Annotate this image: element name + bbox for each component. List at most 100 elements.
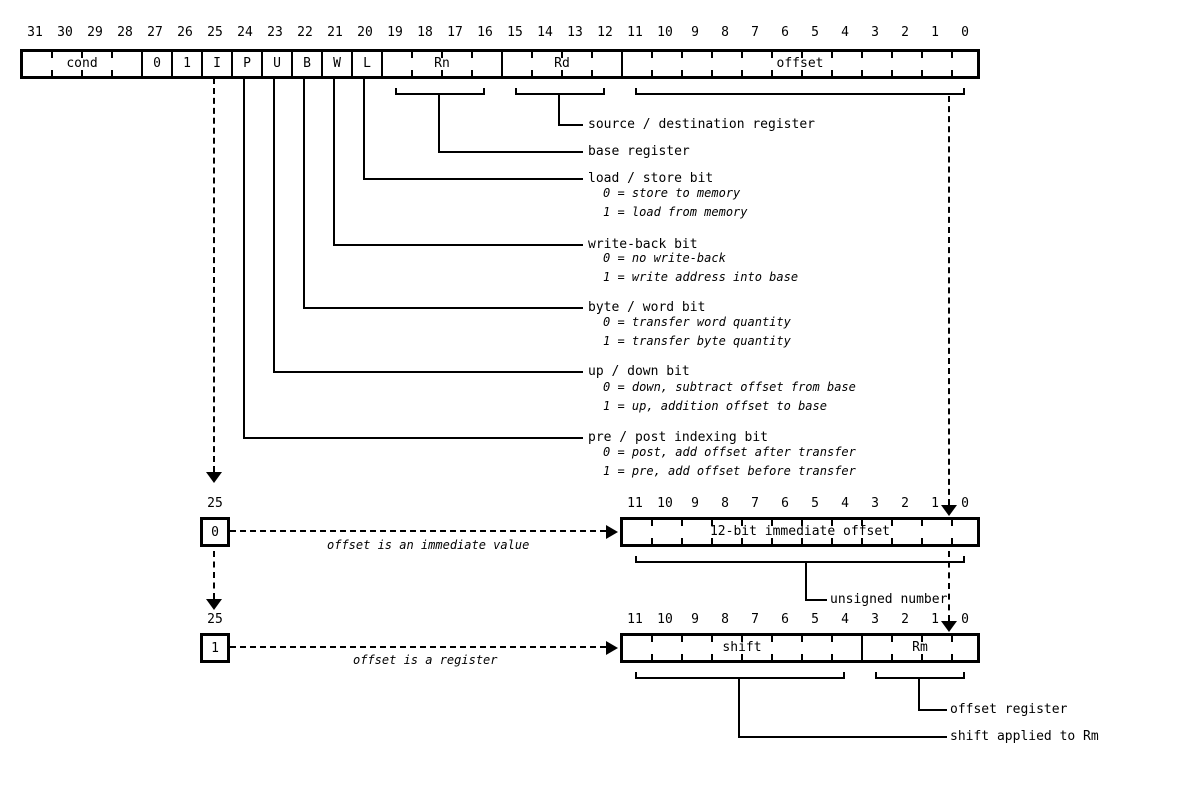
selector-value-immediate: 0 (211, 524, 219, 540)
pre-post-value-0: 0 = post, add offset after transfer (603, 445, 856, 459)
field-offset: offset (623, 52, 977, 76)
bit-number: 8 (721, 496, 729, 511)
selector-box-immediate: 0 (200, 517, 230, 547)
field-cond: cond (23, 52, 143, 76)
bit-number: 6 (781, 612, 789, 627)
field-shift: shift (623, 636, 863, 660)
bit-number: 6 (781, 25, 789, 40)
bit-number: 5 (811, 612, 819, 627)
w-bit-line (333, 78, 335, 245)
selector-dashed-line (213, 551, 215, 599)
arrow-down-icon (206, 599, 222, 610)
bit-number: 7 (751, 25, 759, 40)
shift-bracket (635, 672, 845, 679)
arrow-down-icon (941, 505, 957, 516)
write-back-label: write-back bit (588, 237, 698, 252)
byte-word-connector (303, 307, 583, 309)
arrow-right-icon (606, 525, 618, 539)
field-rd: Rd (503, 52, 623, 76)
base-register-connector (438, 151, 583, 153)
bit-number: 24 (237, 25, 253, 40)
bit-number: 28 (117, 25, 133, 40)
byte-word-label: byte / word bit (588, 300, 706, 315)
bit-number: 0 (961, 25, 969, 40)
register-note: offset is a register (353, 653, 498, 667)
rn-bracket (395, 88, 485, 95)
bit-number: 0 (961, 612, 969, 627)
shift-applied-line-h (738, 736, 947, 738)
immediate-dashed-arrow-line (230, 530, 606, 532)
bit-number: 20 (357, 25, 373, 40)
bit-number: 6 (781, 496, 789, 511)
up-down-value-0: 0 = down, subtract offset from base (603, 380, 856, 394)
offset-register-line-v (918, 679, 920, 710)
bit-number: 2 (901, 612, 909, 627)
bit-number: 3 (871, 25, 879, 40)
bit-number: 5 (811, 25, 819, 40)
instruction-register-box: cond 0 1 I P U B W L Rn Rd offset (20, 49, 980, 79)
bit-number: 7 (751, 496, 759, 511)
selector-box-register: 1 (200, 633, 230, 663)
bit-number: 19 (387, 25, 403, 40)
register-offset-box: shift Rm (620, 633, 980, 663)
rd-bracket (515, 88, 605, 95)
immediate-note: offset is an immediate value (327, 538, 530, 552)
offset-bracket (635, 88, 965, 95)
bit-number: 11 (627, 25, 643, 40)
bit-number: 26 (177, 25, 193, 40)
p-bit-line (243, 78, 245, 438)
bit-number: 16 (477, 25, 493, 40)
bit-number: 22 (297, 25, 313, 40)
i-bit-dashed-line (213, 78, 215, 472)
offset-register-label: offset register (950, 702, 1068, 717)
pre-post-label: pre / post indexing bit (588, 430, 769, 445)
load-store-connector (363, 178, 583, 180)
unsigned-number-line-h (805, 599, 827, 601)
field-w-bit: W (323, 52, 353, 76)
bit-number: 4 (841, 612, 849, 627)
up-down-connector (273, 371, 583, 373)
bit-number: 4 (841, 496, 849, 511)
field-immediate-offset: 12-bit immediate offset (623, 520, 977, 544)
byte-word-value-0: 0 = transfer word quantity (603, 315, 791, 329)
field-l-bit: L (353, 52, 383, 76)
offset-to-immediate-dashed-line (948, 96, 950, 505)
base-register-label: base register (588, 144, 690, 159)
top-bit-number-row: 31 30 29 28 27 26 25 24 23 22 21 20 19 18 17 16 15 14 13 12… (20, 26, 980, 40)
l-bit-line (363, 78, 365, 179)
bit-number: 15 (507, 25, 523, 40)
shift-applied-label: shift applied to Rm (950, 729, 1099, 744)
byte-word-value-1: 1 = transfer byte quantity (603, 334, 791, 348)
b-bit-line (303, 78, 305, 308)
bit-number: 12 (597, 25, 613, 40)
field-bit27: 0 (143, 52, 173, 76)
bit-number: 27 (147, 25, 163, 40)
bit-number: 30 (57, 25, 73, 40)
bit-number: 10 (657, 612, 673, 627)
bit-number: 23 (267, 25, 283, 40)
arrow-right-icon (606, 641, 618, 655)
bit-number: 10 (657, 25, 673, 40)
field-bit26: 1 (173, 52, 203, 76)
offset-register-line-h (918, 709, 947, 711)
bit-number: 9 (691, 612, 699, 627)
bit-number: 31 (27, 25, 43, 40)
immediate-offset-box: 12-bit immediate offset (620, 517, 980, 547)
up-down-label: up / down bit (588, 364, 690, 379)
rm-bracket (875, 672, 965, 679)
bit-number: 9 (691, 496, 699, 511)
source-dest-label: source / destination register (588, 117, 815, 132)
bit-number: 10 (657, 496, 673, 511)
write-back-value-1: 1 = write address into base (603, 270, 799, 284)
register-dashed-arrow-line (230, 646, 606, 648)
bit-number: 4 (841, 25, 849, 40)
up-down-value-1: 1 = up, addition offset to base (603, 399, 827, 413)
load-store-value-0: 0 = store to memory (603, 186, 741, 200)
unsigned-number-line-v (805, 563, 807, 600)
bit-number: 3 (871, 612, 879, 627)
bit-number: 2 (901, 25, 909, 40)
field-u-bit: U (263, 52, 293, 76)
selector-bit-number-register: 25 (207, 612, 223, 627)
write-back-value-0: 0 = no write-back (603, 251, 726, 265)
load-store-label: load / store bit (588, 171, 714, 186)
